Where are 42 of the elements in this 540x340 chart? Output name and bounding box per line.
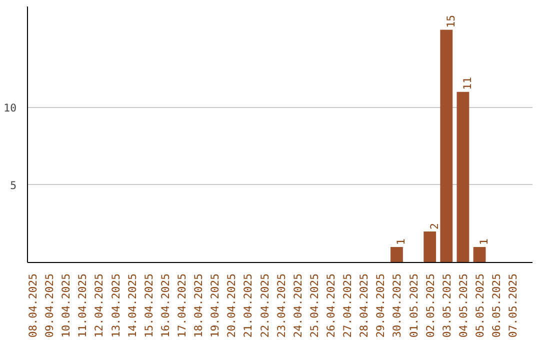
x-tick-label: 27.04.2025 — [341, 274, 354, 338]
x-tick-label: 03.05.2025 — [440, 274, 454, 338]
x-tick-label: 13.04.2025 — [109, 274, 122, 338]
x-tick-label: 02.05.2025 — [424, 274, 437, 338]
data-label: 1 — [394, 238, 408, 245]
x-tick-label: 21.04.2025 — [242, 274, 255, 338]
x-tick-label: 16.04.2025 — [158, 274, 172, 338]
x-tick-label: 06.05.2025 — [490, 274, 504, 338]
bar — [473, 246, 486, 262]
x-tick-label: 09.04.2025 — [43, 274, 56, 338]
x-tick-label: 26.04.2025 — [324, 274, 338, 338]
x-tick-label: 24.04.2025 — [291, 274, 304, 338]
y-tick-label: 10 — [4, 101, 17, 114]
x-tick-label: 23.04.2025 — [274, 274, 288, 338]
x-tick-label: 11.04.2025 — [76, 274, 90, 338]
x-tick-label: 10.04.2025 — [60, 274, 73, 338]
x-tick-label: 20.04.2025 — [225, 274, 238, 338]
bar — [390, 246, 403, 262]
x-tick-label: 08.04.2025 — [26, 274, 40, 338]
x-tick-label: 17.04.2025 — [175, 274, 188, 338]
bar — [440, 30, 453, 262]
x-tick-label: 30.04.2025 — [390, 274, 404, 338]
x-tick-label: 28.04.2025 — [358, 274, 371, 338]
x-tick-label: 18.04.2025 — [192, 274, 206, 338]
x-tick-label: 29.04.2025 — [374, 274, 388, 338]
bar — [424, 231, 436, 262]
x-tick-label: 25.04.2025 — [308, 274, 321, 338]
data-label: 15 — [444, 14, 458, 28]
x-tick-label: 01.05.2025 — [407, 274, 420, 338]
data-label: 2 — [428, 223, 441, 230]
data-label: 11 — [460, 76, 474, 90]
x-tick-label: 12.04.2025 — [92, 274, 106, 338]
x-tick-label: 04.05.2025 — [456, 274, 470, 338]
data-label: 1 — [478, 238, 491, 245]
bar — [456, 92, 470, 262]
x-tick-label: 05.05.2025 — [474, 274, 487, 338]
x-tick-label: 15.04.2025 — [142, 274, 156, 338]
x-tick-label: 07.05.2025 — [506, 274, 520, 338]
x-tick-label: 19.04.2025 — [208, 274, 222, 338]
y-tick-label: 5 — [10, 178, 17, 192]
x-tick-label: 22.04.2025 — [258, 274, 272, 338]
x-tick-label: 14.04.2025 — [126, 274, 139, 338]
